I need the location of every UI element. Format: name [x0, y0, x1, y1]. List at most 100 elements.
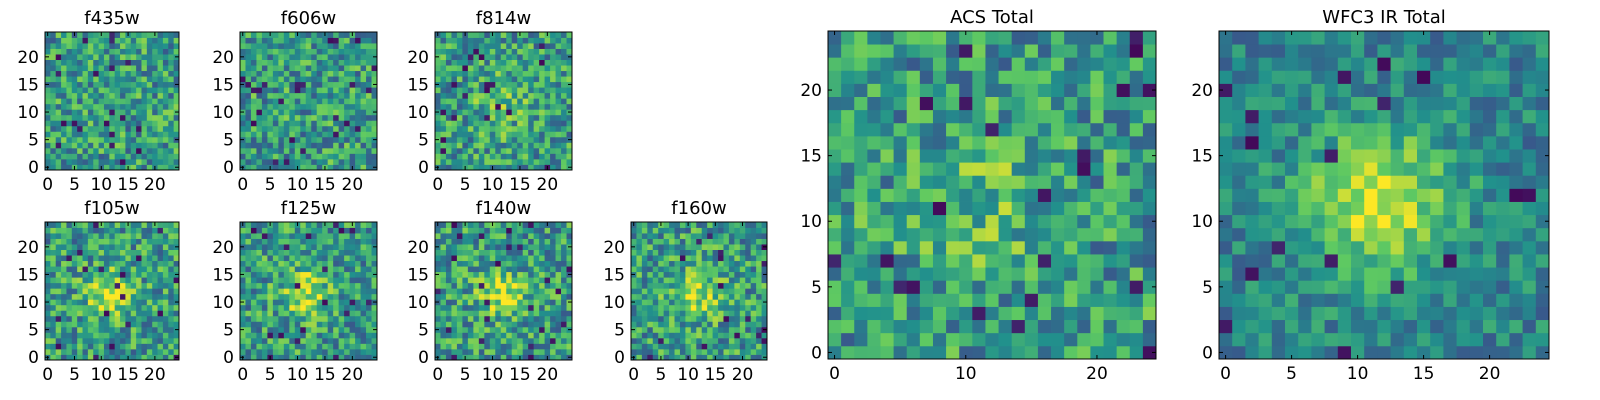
heatmap-cell	[451, 227, 458, 234]
heatmap-cell	[371, 315, 378, 322]
heatmap-cell	[555, 233, 562, 239]
heatmap-cell	[168, 158, 175, 165]
heatmap-cell	[506, 70, 513, 77]
heatmap-cell	[652, 244, 659, 250]
heatmap-cell	[854, 319, 868, 334]
heatmap-cell	[256, 103, 263, 110]
heatmap-cell	[734, 282, 741, 289]
heatmap-cell	[484, 147, 491, 154]
heatmap-cell	[82, 222, 89, 228]
heatmap-cell	[146, 337, 153, 344]
heatmap-cell	[550, 288, 556, 295]
heatmap-cell	[152, 37, 158, 44]
heatmap-cell	[511, 54, 518, 60]
heatmap-cell	[136, 249, 142, 256]
heatmap-cell	[1142, 188, 1157, 202]
heatmap-cell	[256, 271, 263, 278]
heatmap-cell	[272, 244, 279, 250]
heatmap-cell	[761, 277, 768, 284]
heatmap-cell	[478, 266, 485, 273]
x-tick-label: 20	[537, 365, 559, 385]
heatmap-cell	[555, 142, 562, 149]
heatmap-cell	[445, 158, 452, 165]
heatmap-cell	[998, 332, 1013, 347]
heatmap-cell	[98, 293, 105, 300]
heatmap-cell	[522, 114, 529, 121]
heatmap-cell	[327, 255, 334, 262]
heatmap-cell	[674, 244, 681, 250]
heatmap-cell	[1037, 201, 1052, 216]
heatmap-cell	[305, 109, 312, 116]
heatmap-cell	[98, 147, 105, 154]
heatmap-cell	[1011, 293, 1026, 307]
heatmap-cell	[561, 271, 567, 278]
heatmap-cell	[566, 70, 573, 77]
heatmap-cell	[522, 131, 529, 138]
heatmap-cell	[283, 293, 290, 300]
heatmap-cell	[256, 131, 263, 138]
heatmap-cell	[467, 233, 474, 239]
heatmap-cell	[511, 142, 518, 149]
heatmap-cell	[1129, 175, 1144, 189]
heatmap-cell	[120, 98, 126, 105]
heatmap-cell	[478, 326, 485, 333]
heatmap-cell	[360, 32, 367, 38]
heatmap-cell	[750, 332, 757, 339]
heatmap-cell	[539, 147, 545, 154]
heatmap-cell	[289, 65, 296, 72]
heatmap-cell	[349, 315, 356, 322]
heatmap-cell	[55, 153, 62, 160]
heatmap-cell	[333, 87, 340, 94]
heatmap-cell	[473, 238, 480, 245]
heatmap-cell	[283, 103, 290, 110]
heatmap-cell	[71, 310, 78, 317]
heatmap-cell	[245, 304, 252, 311]
heatmap-cell	[98, 70, 105, 77]
heatmap-cell	[1051, 162, 1065, 176]
heatmap-cell	[162, 222, 169, 228]
heatmap-cell	[906, 162, 921, 176]
heatmap-cell	[473, 277, 480, 284]
heatmap-cell	[674, 293, 681, 300]
heatmap-cell	[45, 48, 51, 55]
heatmap-cell	[959, 267, 973, 281]
heatmap-cell	[289, 315, 296, 322]
heatmap-cell	[489, 282, 496, 289]
heatmap-cell	[130, 315, 137, 322]
heatmap-cell	[136, 120, 142, 127]
y-tick-label: 5	[418, 321, 429, 341]
heatmap-cell	[240, 37, 246, 44]
heatmap-cell	[316, 147, 323, 154]
heatmap-cell	[1142, 227, 1157, 242]
heatmap-cell	[162, 282, 169, 289]
heatmap-cell	[484, 54, 491, 60]
heatmap-cell	[550, 348, 556, 355]
heatmap-cell	[272, 282, 279, 289]
heatmap-cell	[168, 109, 175, 116]
heatmap-cell	[495, 348, 502, 355]
heatmap-cell	[712, 271, 719, 278]
heatmap-cell	[647, 299, 654, 306]
heatmap-cell	[652, 260, 659, 267]
heatmap-cell	[136, 244, 142, 250]
heatmap-cell	[93, 37, 99, 44]
heatmap-cell	[261, 136, 268, 143]
heatmap-cell	[294, 59, 301, 66]
heatmap-cell	[555, 227, 562, 234]
heatmap-cell	[500, 227, 507, 234]
heatmap-cell	[289, 120, 296, 127]
heatmap-cell	[289, 304, 296, 311]
heatmap-cell	[130, 266, 137, 273]
heatmap-cell	[261, 32, 268, 38]
heatmap-cell	[550, 227, 556, 234]
heatmap-cell	[750, 271, 757, 278]
heatmap-cell	[445, 332, 452, 339]
heatmap-cell	[316, 288, 323, 295]
heatmap-cell	[338, 249, 345, 256]
heatmap-cell	[750, 343, 757, 350]
heatmap-cell	[745, 271, 752, 278]
heatmap-cell	[349, 321, 356, 328]
heatmap-cell	[272, 92, 279, 99]
heatmap-cell	[157, 142, 164, 149]
heatmap-cell	[349, 326, 356, 333]
